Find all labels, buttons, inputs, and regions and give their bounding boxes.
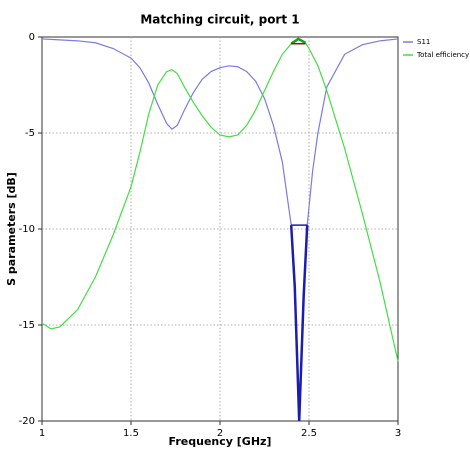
series-line bbox=[41, 38, 399, 422]
chart-title: Matching circuit, port 1 bbox=[140, 13, 299, 27]
y-tick-label: -15 bbox=[19, 320, 35, 331]
y-tick-label: 0 bbox=[29, 32, 35, 43]
x-tick-label: 1.5 bbox=[123, 428, 139, 439]
legend-label: S11 bbox=[417, 38, 430, 46]
x-tick-label: 3 bbox=[395, 428, 401, 439]
y-tick-label: -10 bbox=[19, 224, 35, 235]
x-axis-label: Frequency [GHz] bbox=[169, 435, 272, 448]
x-tick-label: 2 bbox=[217, 428, 223, 439]
x-tick-label: 1 bbox=[39, 428, 45, 439]
x-tick-label: 2.5 bbox=[301, 428, 317, 439]
legend-label: Total efficiency bbox=[416, 51, 469, 59]
y-tick-label: -5 bbox=[25, 128, 35, 139]
highlight-line bbox=[290, 37, 307, 45]
y-axis-label: S parameters [dB] bbox=[5, 172, 18, 286]
series-line bbox=[41, 38, 399, 362]
y-tick-label: -20 bbox=[19, 416, 35, 427]
highlight-line bbox=[289, 225, 309, 422]
